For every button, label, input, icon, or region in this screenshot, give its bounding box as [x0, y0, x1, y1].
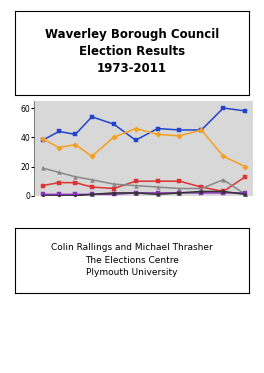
Text: Colin Rallings and Michael Thrasher
The Elections Centre
Plymouth University: Colin Rallings and Michael Thrasher The … — [51, 243, 213, 277]
Text: Waverley Borough Council
Election Results
1973-2011: Waverley Borough Council Election Result… — [45, 28, 219, 75]
